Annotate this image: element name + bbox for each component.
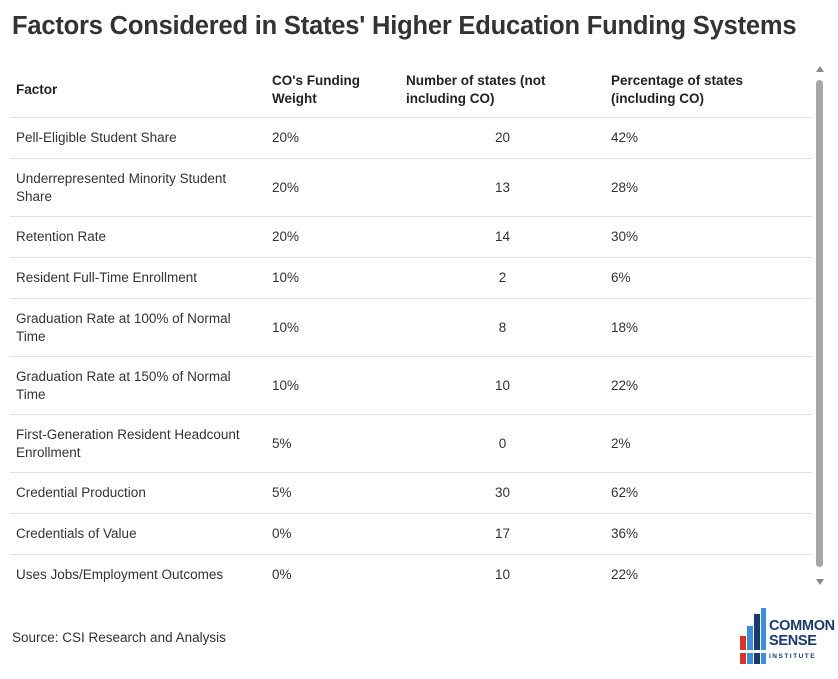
cell-weight: 20% bbox=[266, 158, 400, 217]
cell-factor: First-Generation Resident Headcount Enro… bbox=[10, 414, 266, 473]
logo-bars-icon bbox=[740, 608, 766, 664]
cell-state-percent: 22% bbox=[605, 356, 813, 415]
cell-factor: Underrepresented Minority Student Share bbox=[10, 158, 266, 217]
cell-state-count: 2 bbox=[400, 257, 605, 299]
cell-weight: 10% bbox=[266, 257, 400, 299]
cell-weight: 20% bbox=[266, 117, 400, 159]
table-row: First-Generation Resident Headcount Enro… bbox=[10, 414, 813, 473]
logo-wordmark: COMMON SENSE bbox=[769, 619, 835, 649]
cell-state-count: 30 bbox=[400, 472, 605, 514]
table-row: Credentials of Value 0% 17 36% bbox=[10, 513, 813, 555]
logo-line-sense: SENSE bbox=[769, 633, 817, 649]
table-container[interactable]: Factor CO's Funding Weight Number of sta… bbox=[10, 62, 813, 589]
cell-state-count: 13 bbox=[400, 158, 605, 217]
scroll-down-arrow-icon[interactable] bbox=[816, 579, 824, 585]
cell-weight: 0% bbox=[272, 567, 292, 582]
header-factor[interactable]: Factor bbox=[10, 62, 266, 118]
common-sense-institute-logo: COMMON SENSE INSTITUTE bbox=[738, 606, 835, 668]
cell-state-percent: 6% bbox=[605, 257, 813, 299]
scroll-up-arrow-icon[interactable] bbox=[816, 66, 824, 72]
cell-factor: Credential Production bbox=[10, 472, 266, 514]
cell-state-percent: 62% bbox=[605, 472, 813, 514]
cell-weight: 0% bbox=[266, 513, 400, 555]
cell-weight: 10% bbox=[266, 298, 400, 357]
cell-factor: Retention Rate bbox=[10, 216, 266, 258]
cell-weight: 5% bbox=[266, 472, 400, 514]
cell-factor: Graduation Rate at 150% of Normal Time bbox=[10, 356, 266, 415]
cell-factor: Pell-Eligible Student Share bbox=[10, 117, 266, 159]
cell-factor: Uses Jobs/Employment Outcomes bbox=[16, 567, 224, 582]
cell-state-percent: 18% bbox=[605, 298, 813, 357]
vertical-scrollbar[interactable] bbox=[814, 62, 826, 589]
cell-state-count: 14 bbox=[400, 216, 605, 258]
cell-state-percent: 42% bbox=[605, 117, 813, 159]
table-row: Resident Full-Time Enrollment 10% 2 6% bbox=[10, 257, 813, 299]
header-co-funding-weight[interactable]: CO's Funding Weight bbox=[266, 62, 400, 118]
cell-state-count: 20 bbox=[400, 117, 605, 159]
cell-state-count: 8 bbox=[400, 298, 605, 357]
cell-weight: 10% bbox=[266, 356, 400, 415]
cell-weight: 20% bbox=[266, 216, 400, 258]
table-row: Graduation Rate at 150% of Normal Time 1… bbox=[10, 356, 813, 415]
cell-state-count: 17 bbox=[400, 513, 605, 555]
table-row: Uses Jobs/Employment Outcomes 0% 10 22% bbox=[10, 555, 813, 590]
cell-state-percent: 30% bbox=[605, 216, 813, 258]
cell-state-count: 10 bbox=[494, 567, 511, 582]
cell-state-percent: 36% bbox=[605, 513, 813, 555]
chart-title: Factors Considered in States' Higher Edu… bbox=[12, 12, 797, 40]
logo-line-common: COMMON bbox=[769, 618, 835, 634]
header-number-of-states[interactable]: Number of states (not including CO) bbox=[400, 62, 605, 118]
header-percentage-of-states[interactable]: Percentage of states (including CO) bbox=[605, 62, 813, 118]
scrollbar-thumb[interactable] bbox=[816, 80, 823, 567]
cell-weight: 5% bbox=[266, 414, 400, 473]
cell-state-count: 10 bbox=[400, 356, 605, 415]
source-note: Source: CSI Research and Analysis bbox=[12, 630, 226, 645]
table-row: Graduation Rate at 100% of Normal Time 1… bbox=[10, 298, 813, 357]
cell-state-percent: 28% bbox=[605, 158, 813, 217]
cell-factor: Credentials of Value bbox=[10, 513, 266, 555]
cell-factor: Graduation Rate at 100% of Normal Time bbox=[10, 298, 266, 357]
logo-line-institute: INSTITUTE bbox=[769, 653, 817, 660]
cell-factor: Resident Full-Time Enrollment bbox=[10, 257, 266, 299]
table-row: Underrepresented Minority Student Share … bbox=[10, 158, 813, 217]
table-row: Retention Rate 20% 14 30% bbox=[10, 216, 813, 258]
cell-state-percent: 2% bbox=[605, 414, 813, 473]
table-row: Pell-Eligible Student Share 20% 20 42% bbox=[10, 117, 813, 159]
cell-state-percent: 22% bbox=[611, 567, 639, 582]
cell-state-count: 0 bbox=[400, 414, 605, 473]
table-row: Credential Production 5% 30 62% bbox=[10, 472, 813, 514]
table-header-row: Factor CO's Funding Weight Number of sta… bbox=[10, 62, 813, 118]
funding-factors-table: Factor CO's Funding Weight Number of sta… bbox=[10, 62, 813, 589]
